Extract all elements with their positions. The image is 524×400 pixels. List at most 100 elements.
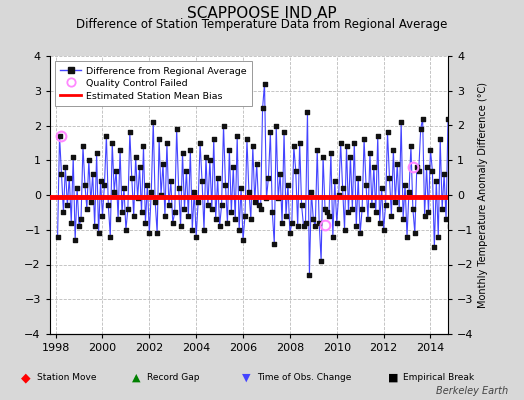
- Point: [221, 181, 230, 188]
- Point: [446, 223, 454, 230]
- Point: [372, 209, 380, 216]
- Point: [212, 216, 220, 222]
- Point: [56, 133, 64, 139]
- Point: [258, 105, 267, 111]
- Point: [255, 202, 263, 209]
- Point: [67, 220, 75, 226]
- Point: [237, 185, 245, 191]
- Point: [356, 230, 364, 236]
- Point: [231, 216, 239, 222]
- Point: [247, 216, 255, 222]
- Point: [393, 160, 401, 167]
- Point: [180, 206, 189, 212]
- Point: [153, 230, 161, 236]
- Point: [215, 223, 224, 230]
- Point: [53, 234, 62, 240]
- Point: [362, 181, 370, 188]
- Point: [309, 216, 318, 222]
- Point: [405, 188, 413, 195]
- Point: [157, 192, 165, 198]
- Point: [91, 223, 99, 230]
- Text: ▲: ▲: [132, 373, 140, 383]
- Point: [59, 209, 68, 216]
- Point: [170, 209, 179, 216]
- Point: [241, 213, 249, 219]
- Point: [147, 188, 156, 195]
- Point: [264, 174, 272, 181]
- Point: [256, 206, 265, 212]
- Point: [63, 202, 72, 209]
- Point: [243, 136, 251, 142]
- Text: ▼: ▼: [242, 373, 250, 383]
- Point: [290, 143, 298, 150]
- Point: [141, 220, 150, 226]
- Point: [333, 220, 341, 226]
- Point: [233, 133, 242, 139]
- Point: [381, 202, 390, 209]
- Point: [75, 223, 83, 230]
- Point: [143, 181, 151, 188]
- Point: [325, 213, 333, 219]
- Point: [321, 206, 329, 212]
- Point: [288, 220, 296, 226]
- Point: [374, 133, 382, 139]
- Point: [106, 234, 114, 240]
- Point: [323, 209, 331, 216]
- Point: [296, 140, 304, 146]
- Point: [239, 237, 247, 243]
- Point: [83, 206, 91, 212]
- Point: [253, 160, 261, 167]
- Point: [127, 174, 136, 181]
- Point: [442, 216, 450, 222]
- Point: [438, 206, 446, 212]
- Point: [139, 143, 148, 150]
- Point: [411, 230, 419, 236]
- Point: [376, 220, 384, 226]
- Text: ◆: ◆: [21, 372, 31, 384]
- Point: [65, 174, 73, 181]
- Point: [204, 202, 212, 209]
- Point: [311, 223, 320, 230]
- Point: [248, 143, 257, 150]
- Point: [174, 185, 183, 191]
- Point: [57, 171, 66, 177]
- Point: [151, 199, 159, 205]
- Point: [192, 234, 200, 240]
- Point: [167, 178, 175, 184]
- Point: [270, 240, 278, 247]
- Point: [434, 234, 442, 240]
- Point: [182, 168, 191, 174]
- Point: [99, 213, 107, 219]
- Text: Berkeley Earth: Berkeley Earth: [436, 386, 508, 396]
- Legend: Difference from Regional Average, Quality Control Failed, Estimated Station Mean: Difference from Regional Average, Qualit…: [54, 61, 252, 106]
- Point: [384, 129, 392, 136]
- Point: [447, 185, 456, 191]
- Point: [190, 188, 199, 195]
- Point: [79, 143, 87, 150]
- Point: [436, 136, 444, 142]
- Point: [149, 119, 157, 125]
- Point: [73, 185, 81, 191]
- Point: [313, 147, 321, 153]
- Point: [348, 206, 356, 212]
- Point: [305, 272, 313, 278]
- Point: [81, 181, 89, 188]
- Point: [319, 154, 328, 160]
- Point: [96, 178, 105, 184]
- Point: [407, 143, 415, 150]
- Y-axis label: Monthly Temperature Anomaly Difference (°C): Monthly Temperature Anomaly Difference (…: [478, 82, 488, 308]
- Point: [208, 206, 216, 212]
- Point: [385, 174, 394, 181]
- Point: [412, 164, 421, 170]
- Point: [409, 206, 417, 212]
- Text: Empirical Break: Empirical Break: [403, 374, 475, 382]
- Point: [339, 185, 347, 191]
- Point: [403, 234, 411, 240]
- Point: [284, 181, 292, 188]
- Point: [391, 199, 399, 205]
- Point: [274, 195, 282, 202]
- Point: [444, 115, 452, 122]
- Point: [61, 164, 70, 170]
- Point: [104, 202, 113, 209]
- Point: [245, 188, 253, 195]
